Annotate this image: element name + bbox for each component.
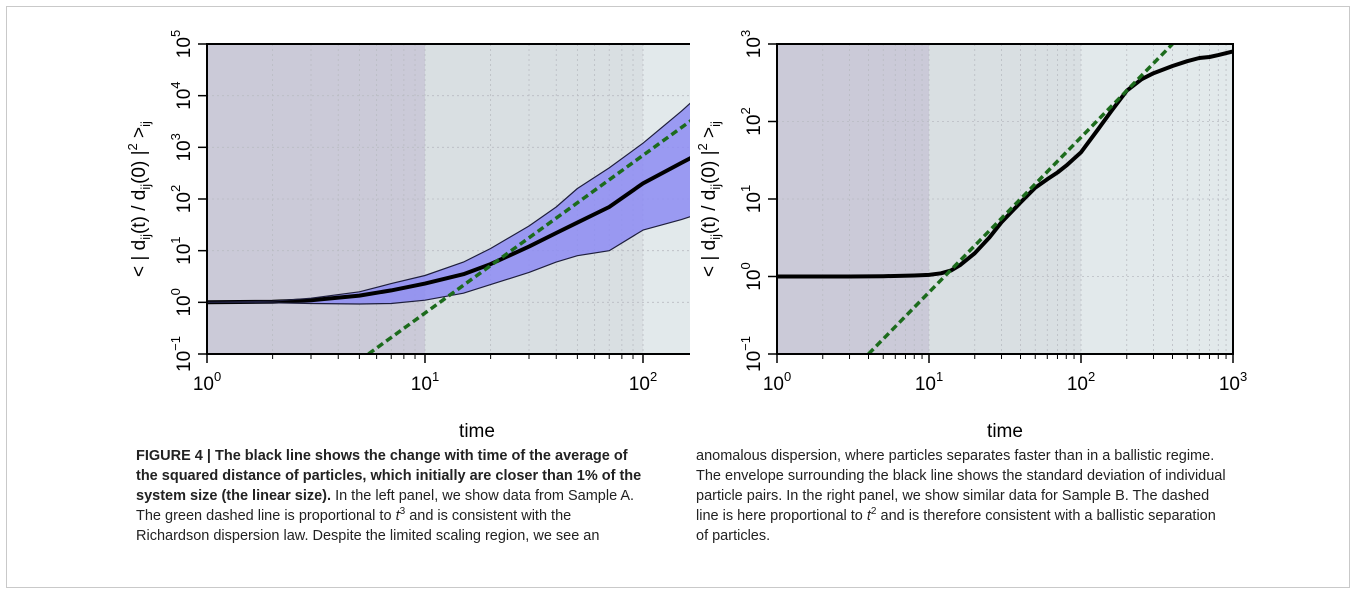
left-y-tick-label: 102 [168,185,195,213]
left-y-label-part: 2 [125,143,140,150]
left-series-envelope-lower [207,216,690,305]
right-y-tick-label: 101 [738,185,765,213]
right-series-mean [777,49,1233,279]
right-y-tick-label: 102 [738,107,765,135]
left-x-axis-label: time [459,421,495,442]
left-y-tick-label: 100 [168,288,195,316]
right-x-tick-exponent: 0 [784,369,791,384]
left-y-tick-exponent: 2 [168,185,183,192]
left-y-label-part: (0) | [129,150,150,183]
left-y-tick-exponent: 5 [168,30,183,37]
right-y-label-part: < | d [699,240,720,277]
right-y-tick-exponent: 1 [738,185,753,192]
left-series-fit-t3 [367,119,690,354]
figure-title: The black line shows the change with tim… [136,448,642,504]
left-y-label-part: (t) / d [129,190,150,234]
caption-right-text-b: and is therefore consistent with a balli… [696,508,1216,544]
caption-left-text-a: In the left panel, we show data from Sam… [136,488,635,524]
left-y-axis-label: < | dij(t) / dij(0) |2 >ij [125,121,153,277]
left-y-label-part: < | d [129,240,150,277]
left-y-tick-label: 101 [168,236,195,264]
caption-left-var: t [395,508,400,524]
right-y-tick-exponent: −1 [738,336,753,351]
left-x-tick-label: 100 [193,369,221,395]
right-x-tick-exponent: 1 [936,369,943,384]
left-series-mean [207,156,690,305]
caption-left-exp: 3 [399,506,406,518]
caption-right-column: anomalous dispersion, where particles se… [696,446,1226,546]
caption-right-var: t [866,508,871,524]
caption-left-column: FIGURE 4 | The black line shows the chan… [136,446,648,546]
caption-left-text-b: and is consistent with the Richardson di… [136,508,600,544]
left-y-tick-exponent: 3 [168,133,183,140]
right-y-label-part: (0) | [699,150,720,183]
left-y-tick-label: 105 [168,30,195,58]
figure-frame [6,6,1350,588]
right-y-axis-label: < | dij(t) / dij(0) |2 >ij [695,121,723,277]
caption-right-text-a: anomalous dispersion, where particles se… [696,448,1226,524]
right-series-fit-t2 [867,44,1174,354]
left-x-tick-label: 102 [629,369,657,395]
left-y-tick-label: 10−1 [168,336,195,372]
left-y-label-part: ij [138,234,153,240]
right-x-tick-label: 100 [763,369,791,395]
right-y-tick-label: 10−1 [738,336,765,372]
left-plot-area [207,102,690,354]
right-y-label-part: (t) / d [699,190,720,234]
right-y-tick-exponent: 2 [738,107,753,114]
right-y-label-part: 2 [695,143,710,150]
left-x-tick-exponent: 1 [432,369,439,384]
right-y-tick-label: 103 [738,30,765,58]
caption-right-exp: 2 [870,506,877,518]
right-x-tick-label: 101 [915,369,943,395]
left-x-tick-label: 101 [411,369,439,395]
right-y-label-part: > [699,127,720,143]
right-x-tick-exponent: 3 [1240,369,1247,384]
right-y-tick-label: 100 [738,262,765,290]
left-y-tick-label: 104 [168,81,195,109]
left-y-label-part: ij [138,121,153,127]
right-x-tick-label: 102 [1067,369,1095,395]
right-region-1 [929,44,1081,354]
left-y-tick-exponent: 0 [168,288,183,295]
left-y-tick-label: 103 [168,133,195,161]
right-plot-area [777,44,1233,354]
left-envelope-band [207,103,690,304]
left-y-label-part: ij [138,184,153,190]
left-y-label-part: > [129,127,150,143]
right-y-label-part: ij [708,184,723,190]
right-x-axis-label: time [987,421,1023,442]
left-y-tick-exponent: 1 [168,236,183,243]
right-y-tick-exponent: 3 [738,30,753,37]
figure-label: FIGURE 4 | [136,448,211,464]
left-series-envelope-upper [207,102,690,303]
left-x-tick-exponent: 2 [650,369,657,384]
right-y-label-part: ij [708,121,723,127]
left-y-tick-exponent: −1 [168,336,183,351]
right-y-label-part: ij [708,234,723,240]
left-x-tick-exponent: 0 [214,369,221,384]
right-x-tick-label: 103 [1219,369,1247,395]
right-grid [777,44,1233,354]
right-x-tick-exponent: 2 [1088,369,1095,384]
right-y-tick-exponent: 0 [738,262,753,269]
left-y-tick-exponent: 4 [168,81,183,88]
